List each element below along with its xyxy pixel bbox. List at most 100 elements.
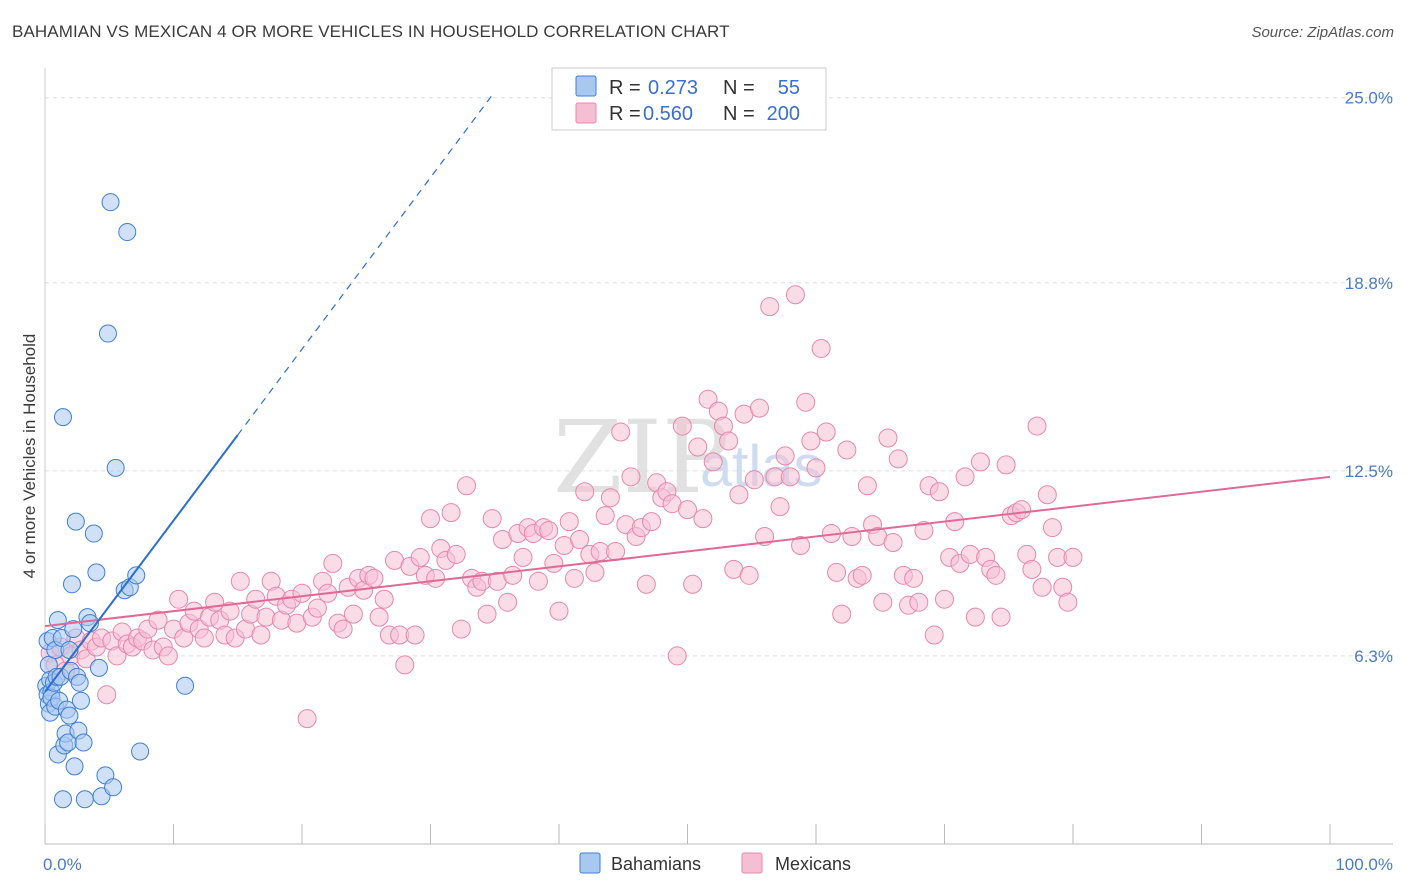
bahamian-point [53, 790, 72, 809]
x-tick-label-max: 100.0% [1335, 855, 1393, 874]
mexican-point [544, 553, 564, 573]
mexican-point [775, 446, 795, 466]
mexican-point [965, 607, 985, 627]
mexican-point [678, 500, 697, 520]
legend-r-label-bahamians: R = [609, 77, 641, 99]
bahamian-point [62, 575, 81, 594]
mexican-point [564, 568, 584, 588]
mexican-point [914, 521, 934, 541]
mexican-point [456, 476, 476, 496]
bahamian-point [87, 563, 106, 582]
legend-r-value-mexicans: 0.560 [643, 103, 693, 125]
chart-title: BAHAMIAN VS MEXICAN 4 OR MORE VEHICLES I… [12, 22, 730, 41]
mexican-point [760, 297, 780, 317]
mexican-point [97, 685, 117, 705]
mexican-point [539, 521, 559, 541]
mexican-point [832, 604, 852, 624]
legend-r-value-bahamians: 0.273 [648, 77, 698, 99]
mexican-point [770, 497, 790, 517]
mexican-point [935, 589, 954, 609]
mexican-point [667, 646, 687, 666]
bottom-legend-label-bahamians: Bahamians [611, 854, 701, 874]
mexican-point [528, 571, 548, 591]
x-tick-labels: 0.0% 100.0% [43, 855, 1393, 874]
legend-swatch-bahamians [575, 75, 597, 97]
mexican-point [801, 431, 821, 451]
mexican-point [374, 589, 394, 609]
bahamian-point [65, 757, 84, 776]
mexican-point [1032, 577, 1052, 597]
bahamian-point [70, 673, 89, 692]
mexican-point [878, 428, 898, 448]
mexican-point [600, 488, 620, 508]
mexican-point [513, 547, 533, 567]
mexican-point [405, 625, 425, 645]
mexican-point [1012, 500, 1032, 520]
x-tick-label-min: 0.0% [43, 855, 82, 874]
mexican-point [991, 607, 1011, 627]
mexican-point [333, 619, 353, 639]
bahamian-point [71, 691, 90, 710]
y-axis-label: 4 or more Vehicles in Household [20, 334, 39, 579]
mexican-point [421, 509, 440, 529]
legend-r-label-mexicans: R = [609, 103, 641, 125]
mexican-point [986, 565, 1006, 585]
mexican-point [642, 512, 662, 532]
mexican-point [451, 619, 471, 639]
mexican-point [246, 589, 266, 609]
mexican-point [888, 449, 908, 469]
mexican-point [148, 610, 168, 630]
bottom-legend-swatch-bahamians [579, 852, 601, 874]
mexican-point [621, 467, 641, 487]
mexican-point [837, 440, 857, 460]
mexican-point [729, 485, 749, 505]
bahamian-point [66, 512, 85, 531]
trend-lines [44, 91, 1331, 693]
bahamian-trend-extension [237, 91, 496, 436]
legend-n-value-mexicans: 200 [767, 103, 800, 125]
mexican-point [570, 530, 590, 550]
mexican-point [842, 527, 862, 547]
mexican-point [307, 598, 327, 618]
mexican-point [410, 547, 430, 567]
mexican-point [796, 392, 816, 412]
mexican-point [672, 416, 692, 436]
mexican-point [929, 482, 949, 502]
mexican-point [857, 476, 877, 496]
chart-source: Source: ZipAtlas.com [1251, 24, 1394, 41]
mexican-point [441, 503, 461, 523]
mexican-point [230, 571, 250, 591]
y-tick-labels: 6.3% 12.5% 18.8% 25.0% [1345, 89, 1393, 666]
mexican-point [369, 607, 389, 627]
y-tick-label: 18.8% [1345, 274, 1393, 293]
mexican-point [595, 506, 615, 526]
mexican-point [323, 553, 343, 573]
mexican-point [292, 583, 312, 603]
mexican-point [256, 607, 276, 627]
y-tick-label: 12.5% [1345, 462, 1393, 481]
bahamian-point [176, 676, 195, 695]
bahamian-point [53, 408, 72, 427]
mexican-point [503, 565, 523, 585]
mexican-point [611, 422, 631, 442]
mexican-point [806, 458, 826, 478]
mexican-point [970, 452, 990, 472]
mexican-point [364, 568, 384, 588]
legend-swatch-mexicans [575, 102, 597, 124]
mexican-point [585, 562, 605, 582]
mexican-point [1042, 518, 1062, 538]
mexican-point [749, 398, 769, 418]
bahamian-series [37, 193, 195, 809]
mexican-point [739, 565, 759, 585]
bahamian-point [101, 193, 120, 212]
bahamian-point [131, 742, 150, 761]
bahamian-point [104, 778, 123, 797]
mexican-point [343, 604, 363, 624]
bahamian-point [106, 458, 125, 477]
mexican-point [395, 655, 415, 675]
bahamian-trend-line [44, 434, 239, 693]
mexican-point [1063, 547, 1083, 567]
mexican-point [446, 544, 466, 564]
mexican-point [559, 512, 579, 532]
